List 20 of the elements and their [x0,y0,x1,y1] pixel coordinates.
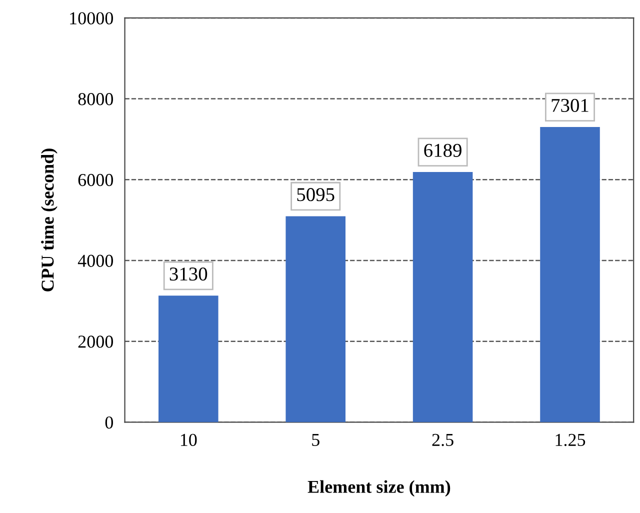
y-tick-label: 4000 [78,254,113,267]
bar [412,172,473,422]
x-tick-label: 2.5 [432,434,454,446]
data-label: 6189 [424,144,462,157]
y-tick-label: 2000 [78,336,113,348]
x-tick-label: 10 [180,434,197,446]
bar [158,296,218,422]
y-tick-label: 8000 [78,93,113,106]
bar [286,216,346,422]
x-tick-label: 5 [312,434,320,446]
data-label: 3130 [170,267,208,281]
data-label: 7301 [552,98,588,112]
x-tick-label: 1.25 [556,434,586,446]
data-label: 5095 [297,188,334,202]
x-axis-title: Element size (mm) [308,480,450,497]
y-axis-title: CPU time (second) [41,148,58,292]
y-tick-label: 6000 [78,174,113,186]
bar [540,127,600,422]
y-tick-label: 10000 [70,12,113,24]
y-tick-label: 0 [105,416,113,429]
